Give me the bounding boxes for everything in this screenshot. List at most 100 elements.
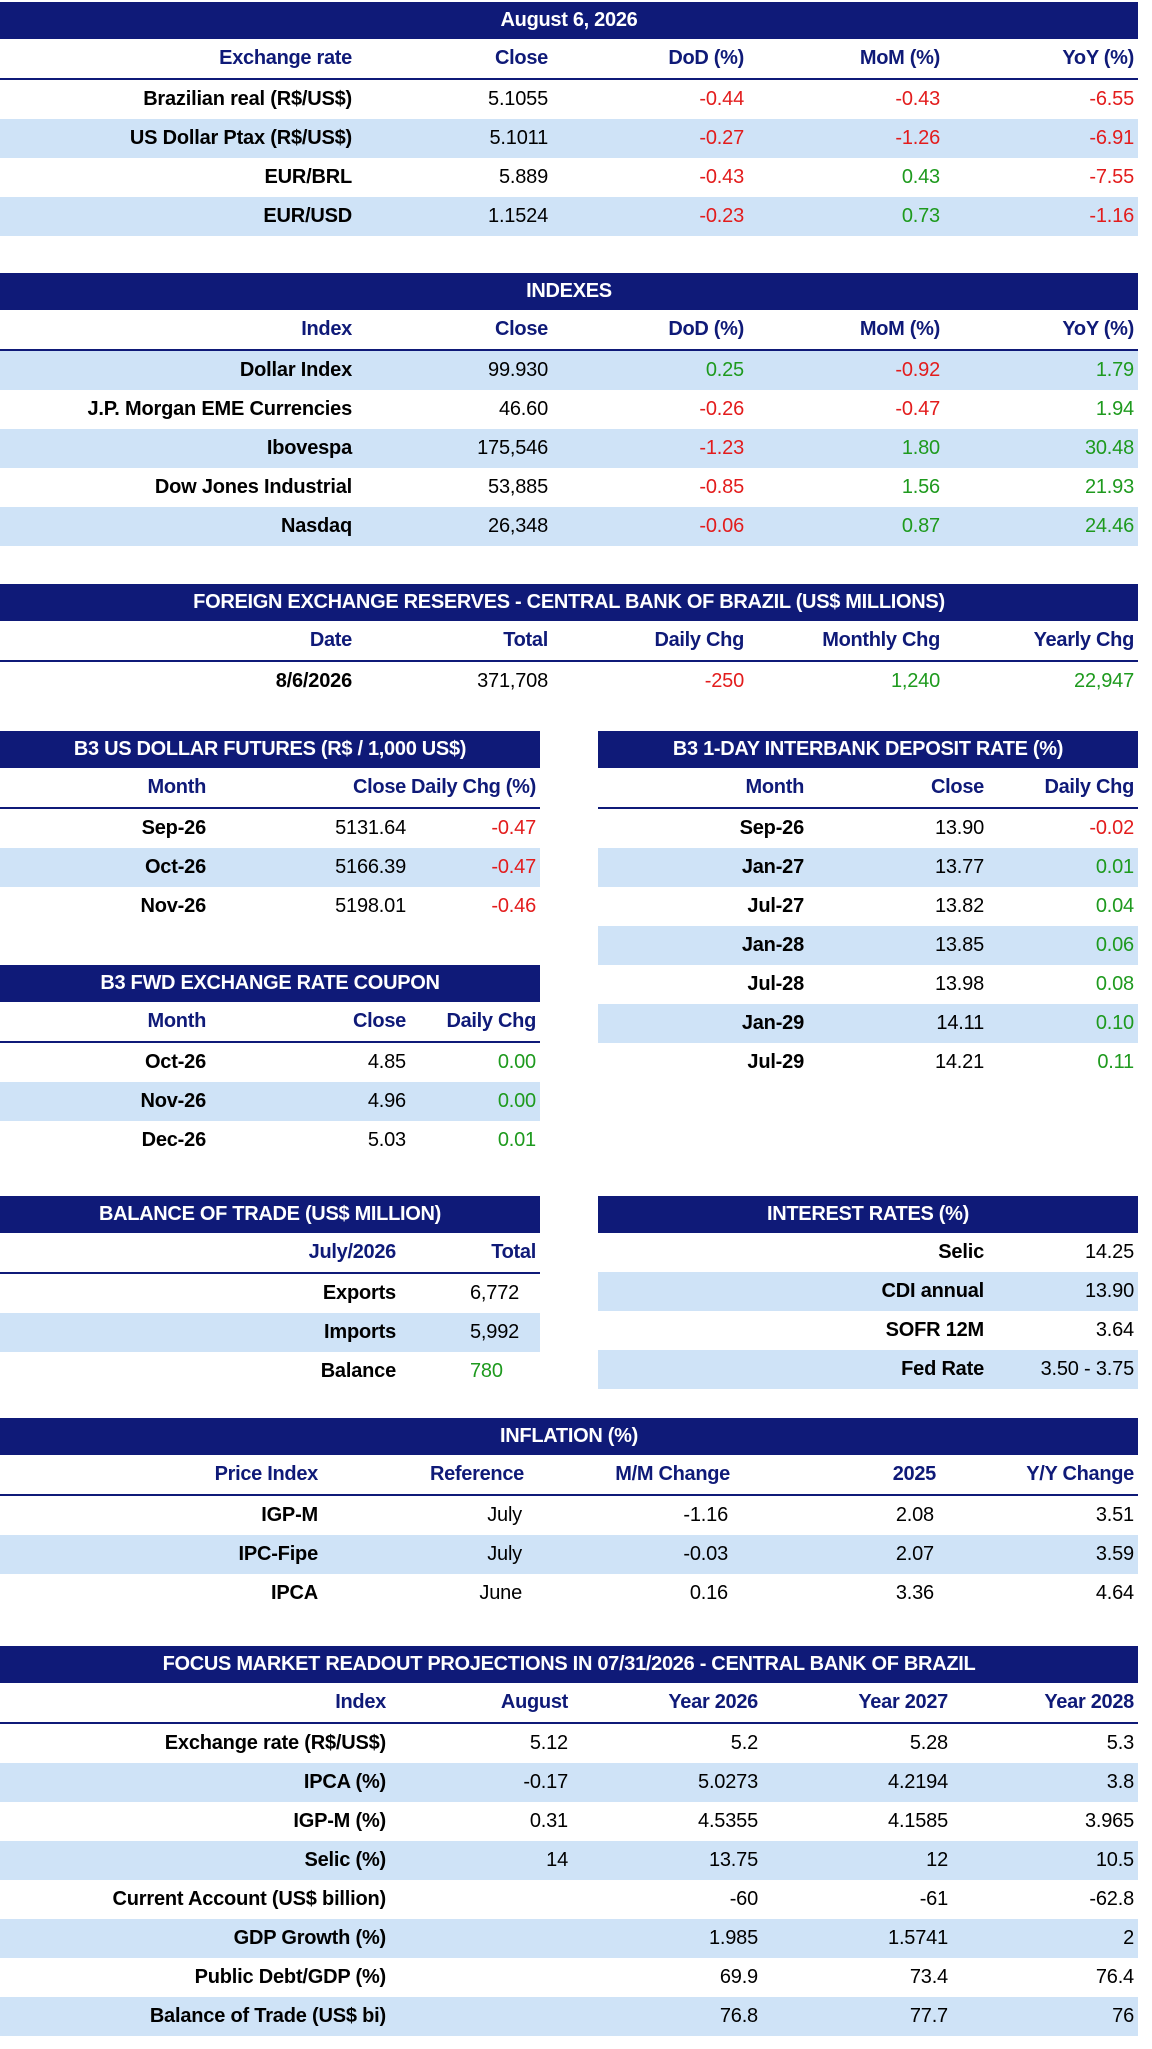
trade-title: BALANCE OF TRADE (US$ MILLION) <box>0 1196 540 1233</box>
row-label: Sep-26 <box>141 817 207 839</box>
year-2028-value: 10.5 <box>1095 1849 1134 1871</box>
year-2027-value: 12 <box>926 1849 948 1871</box>
row-label: IPCA (%) <box>303 1771 386 1793</box>
yoy-value: 21.93 <box>1084 476 1134 498</box>
close-value: 5198.01 <box>335 895 406 917</box>
year-2026-value: 5.2 <box>730 1732 758 1754</box>
col-header: DoD (%) <box>668 318 744 340</box>
trade-header: July/2026 Total <box>0 1233 540 1274</box>
daily-chg-value: -0.46 <box>491 895 536 917</box>
close-value: 14.11 <box>936 1012 984 1034</box>
close-value: 175,546 <box>477 437 548 459</box>
col-header: Total <box>503 629 548 651</box>
year-2027-value: 77.7 <box>909 2005 948 2027</box>
table-row: GDP Growth (%) 1.985 1.5741 2 <box>0 1919 1138 1958</box>
year-2026-value: 5.0273 <box>698 1771 758 1793</box>
yoy-value: -6.55 <box>1089 88 1134 110</box>
mom-value: 0.43 <box>901 166 940 188</box>
col-header: Y/Y Change <box>1026 1463 1134 1485</box>
year-2026-value: 69.9 <box>719 1966 758 1988</box>
monthly-chg-value: 1,240 <box>890 670 940 692</box>
year-2028-value: 3.8 <box>1106 1771 1134 1793</box>
trade-table: BALANCE OF TRADE (US$ MILLION) July/2026… <box>0 1196 540 1391</box>
col-header: Year 2028 <box>1044 1691 1134 1713</box>
reference-value: July <box>487 1504 522 1526</box>
year-2028-value: 2 <box>1123 1927 1134 1949</box>
col-header: Reference <box>429 1463 524 1485</box>
row-label: CDI annual <box>881 1280 985 1302</box>
table-row: Oct-26 4.85 0.00 <box>0 1043 540 1082</box>
table-row: Public Debt/GDP (%) 69.9 73.4 76.4 <box>0 1958 1138 1997</box>
mom-value: -1.26 <box>895 127 940 149</box>
yy-change-value: 3.51 <box>1095 1504 1134 1526</box>
table-row: US Dollar Ptax (R$/US$) 5.1011 -0.27 -1.… <box>0 119 1138 158</box>
col-header: DoD (%) <box>668 47 744 69</box>
year-2028-value: 5.3 <box>1106 1732 1134 1754</box>
row-label: Nasdaq <box>280 515 352 537</box>
total-value: 780 <box>470 1360 503 1382</box>
close-value: 13.85 <box>934 934 984 956</box>
row-label: Dec-26 <box>141 1129 207 1151</box>
table-row: Ibovespa 175,546 -1.23 1.80 30.48 <box>0 429 1138 468</box>
row-label: Public Debt/GDP (%) <box>194 1966 387 1988</box>
year-value: 3.36 <box>895 1582 934 1604</box>
august-value: 5.12 <box>529 1732 568 1754</box>
dod-value: -0.43 <box>699 166 744 188</box>
row-label: Jul-28 <box>747 973 804 995</box>
daily-chg-value: -250 <box>704 670 744 692</box>
august-value: 0.31 <box>529 1810 568 1832</box>
close-value: 5.1055 <box>488 88 548 110</box>
row-label: Oct-26 <box>144 856 206 878</box>
close-value: 13.77 <box>934 856 984 878</box>
row-label: Selic <box>938 1241 984 1263</box>
yoy-value: 30.48 <box>1084 437 1134 459</box>
table-row: Exchange rate (R$/US$) 5.12 5.2 5.28 5.3 <box>0 1724 1138 1763</box>
row-label: Balance <box>320 1360 397 1382</box>
table-row: IGP-M July -1.16 2.08 3.51 <box>0 1496 1138 1535</box>
col-header: Close <box>353 776 406 798</box>
august-value: -0.17 <box>523 1771 568 1793</box>
close-value: 5166.39 <box>335 856 406 878</box>
yoy-value: -6.91 <box>1089 127 1134 149</box>
table-row: CDI annual 13.90 <box>598 1272 1138 1311</box>
exchange-rate-header: Exchange rate Close DoD (%) MoM (%) YoY … <box>0 39 1138 80</box>
rate-value: 3.50 - 3.75 <box>1040 1358 1135 1380</box>
table-row: Nov-26 5198.01 -0.46 <box>0 887 540 926</box>
col-header: Daily Chg <box>654 629 744 651</box>
inflation-table: INFLATION (%) Price Index Reference M/M … <box>0 1418 1138 1613</box>
row-label: EUR/BRL <box>264 166 353 188</box>
daily-chg-value: 0.04 <box>1095 895 1134 917</box>
col-header: M/M Change <box>615 1463 730 1485</box>
close-value: 13.98 <box>934 973 984 995</box>
table-row: Jul-28 13.98 0.08 <box>598 965 1138 1004</box>
row-label: Selic (%) <box>304 1849 386 1871</box>
table-row: Sep-26 13.90 -0.02 <box>598 809 1138 848</box>
di-rate-header: Month Close Daily Chg <box>598 768 1138 809</box>
dod-value: -0.27 <box>699 127 744 149</box>
mom-value: 0.73 <box>901 205 940 227</box>
col-header: Daily Chg <box>1044 776 1134 798</box>
inflation-title: INFLATION (%) <box>0 1418 1138 1455</box>
close-value: 5.1011 <box>489 127 549 149</box>
daily-chg-value: 0.10 <box>1095 1012 1134 1034</box>
close-value: 5.03 <box>367 1129 406 1151</box>
col-header: Total <box>491 1241 536 1263</box>
year-value: 2.07 <box>895 1543 934 1565</box>
table-row: Jan-28 13.85 0.06 <box>598 926 1138 965</box>
year-2026-value: 1.985 <box>708 1927 758 1949</box>
table-row: Brazilian real (R$/US$) 5.1055 -0.44 -0.… <box>0 80 1138 119</box>
row-label: EUR/USD <box>263 205 352 227</box>
reference-value: June <box>479 1582 522 1604</box>
rate-value: 3.64 <box>1095 1319 1134 1341</box>
row-label: GDP Growth (%) <box>233 1927 387 1949</box>
inflation-header: Price Index Reference M/M Change 2025 Y/… <box>0 1455 1138 1496</box>
yy-change-value: 4.64 <box>1095 1582 1134 1604</box>
mm-change-value: -1.16 <box>683 1504 728 1526</box>
row-label: Ibovespa <box>266 437 352 459</box>
row-label: SOFR 12M <box>885 1319 985 1341</box>
fwd-coupon-table: B3 FWD EXCHANGE RATE COUPON Month Close … <box>0 965 540 1160</box>
rate-value: 14.25 <box>1084 1241 1134 1263</box>
col-header: YoY (%) <box>1062 318 1134 340</box>
table-row: J.P. Morgan EME Currencies 46.60 -0.26 -… <box>0 390 1138 429</box>
close-value: 1.1524 <box>488 205 548 227</box>
